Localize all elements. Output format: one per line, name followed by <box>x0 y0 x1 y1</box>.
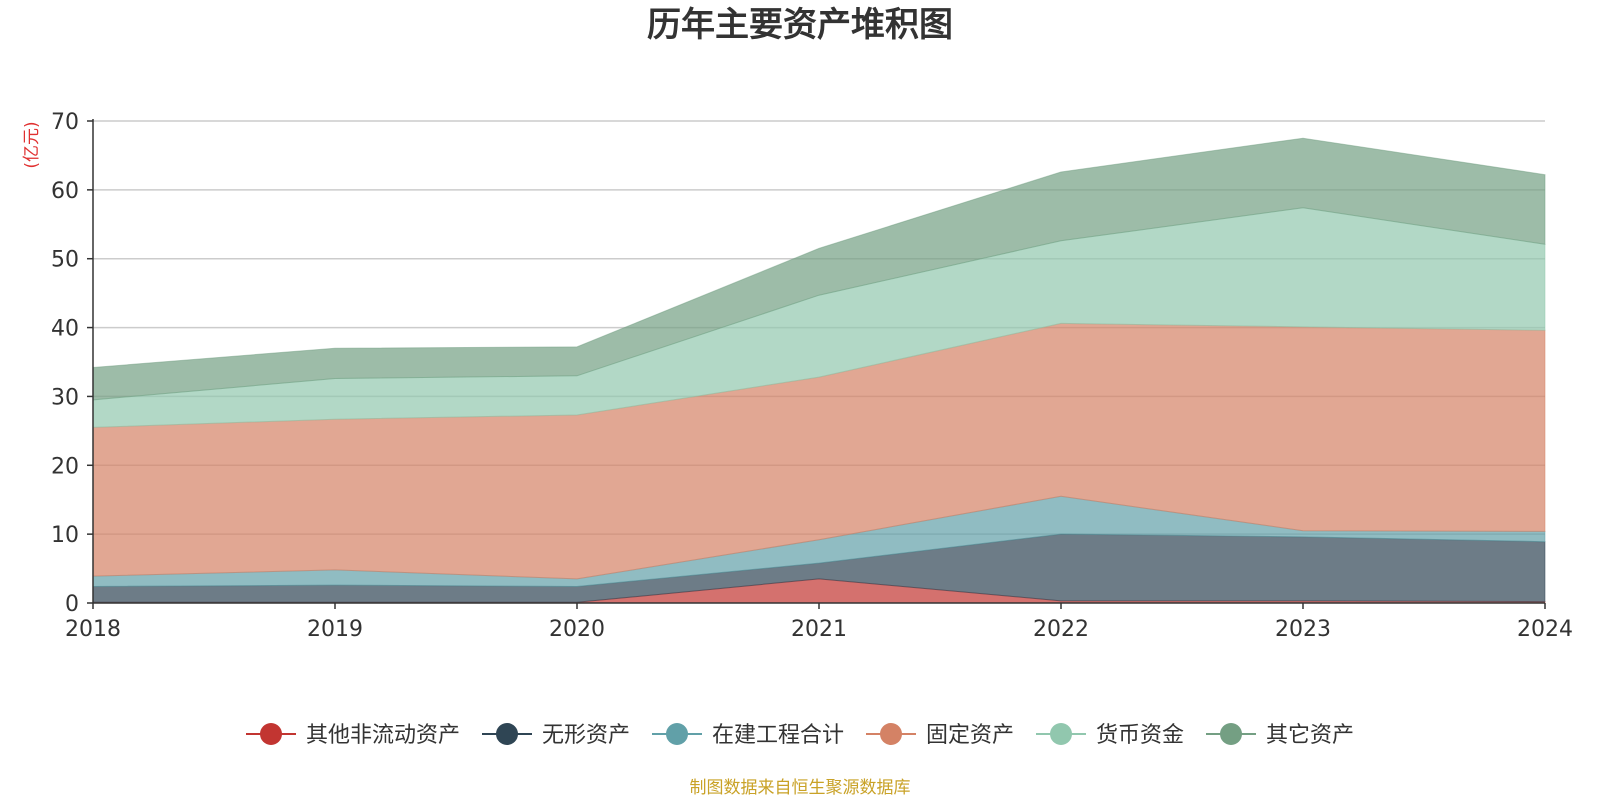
legend-label: 固定资产 <box>926 723 1014 748</box>
legend-label: 其他非流动资产 <box>306 723 460 748</box>
x-tick-label: 2024 <box>1517 617 1573 642</box>
legend-label: 无形资产 <box>542 723 630 748</box>
y-tick-label: 70 <box>51 110 79 135</box>
legend-label: 货币资金 <box>1096 723 1184 748</box>
axes: 0 10 20 30 40 50 60 70 2018 2019 2020 2021 2022 2023 2… <box>51 110 1573 642</box>
y-tick-label: 50 <box>51 248 79 273</box>
y-tick-label: 30 <box>51 385 79 410</box>
legend-item-4[interactable]: 货币资金 <box>1036 723 1184 748</box>
y-tick-label: 60 <box>51 179 79 204</box>
legend-item-0[interactable]: 其他非流动资产 <box>246 723 460 748</box>
x-tick-label: 2019 <box>307 617 363 642</box>
y-tick-label: 20 <box>51 454 79 479</box>
legend-circle-icon <box>666 723 688 745</box>
legend-item-3[interactable]: 固定资产 <box>866 723 1014 748</box>
legend-circle-icon <box>1220 723 1242 745</box>
legend-circle-icon <box>880 723 902 745</box>
legend-circle-icon <box>1050 723 1072 745</box>
legend-item-2[interactable]: 在建工程合计 <box>652 723 844 748</box>
area-series <box>92 137 1546 604</box>
x-tick-label: 2023 <box>1275 617 1331 642</box>
y-tick-label: 40 <box>51 317 79 342</box>
legend-label: 其它资产 <box>1266 723 1354 748</box>
legend-item-1[interactable]: 无形资产 <box>482 723 630 748</box>
y-tick-label: 0 <box>65 592 79 617</box>
x-tick-label: 2021 <box>791 617 847 642</box>
y-tick-label: 10 <box>51 523 79 548</box>
x-tick-label: 2022 <box>1033 617 1089 642</box>
x-tick-label: 2020 <box>549 617 605 642</box>
legend[interactable]: 其他非流动资产 无形资产 在建工程合计 固定资产 货币资金 其它资产 <box>246 723 1354 748</box>
legend-label: 在建工程合计 <box>712 723 844 748</box>
x-tick-label: 2018 <box>65 617 121 642</box>
data-source-note: 制图数据来自恒生聚源数据库 <box>690 778 911 798</box>
legend-item-5[interactable]: 其它资产 <box>1206 723 1354 748</box>
area-series-5 <box>92 137 1546 401</box>
legend-circle-icon <box>496 723 518 745</box>
legend-circle-icon <box>260 723 282 745</box>
y-axis-unit-label: (亿元) <box>22 121 42 168</box>
chart-title: 历年主要资产堆积图 <box>647 5 953 45</box>
